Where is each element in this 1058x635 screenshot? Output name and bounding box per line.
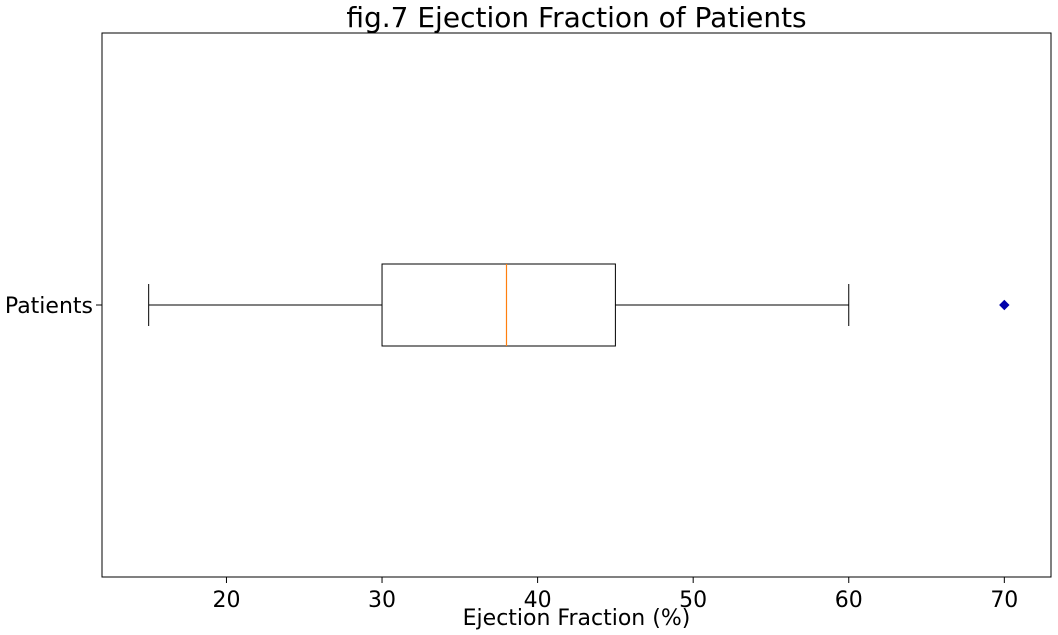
y-category-label: Patients	[5, 294, 93, 319]
box-group	[148, 263, 1010, 347]
outlier-point	[999, 299, 1010, 311]
x-tick-label: 40	[524, 588, 552, 613]
x-tick-label: 30	[368, 588, 396, 613]
box-series	[148, 263, 1010, 347]
x-axis-ticks: 20 30 40 50 60 70	[212, 577, 1018, 613]
iqr-box	[381, 263, 616, 347]
x-tick-label: 50	[679, 588, 707, 613]
y-axis-categories: Patients	[5, 294, 102, 319]
x-axis-label: Ejection Fraction (%)	[463, 606, 691, 631]
x-tick-label: 60	[835, 588, 863, 613]
x-tick-label: 70	[990, 588, 1018, 613]
chart-title: fig.7 Ejection Fraction of Patients	[346, 1, 806, 34]
x-tick-label: 20	[212, 588, 240, 613]
